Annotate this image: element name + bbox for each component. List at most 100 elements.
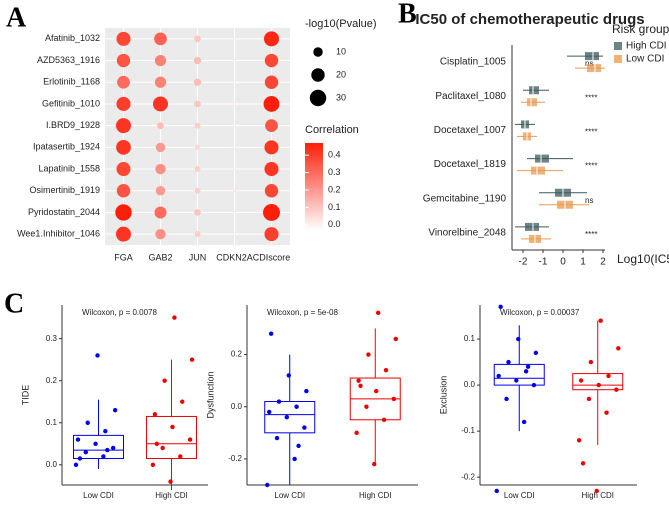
colorbar-step: [305, 182, 323, 185]
colorbar-step: [305, 149, 323, 153]
colorbar-step: [305, 212, 323, 216]
legend-bubble: [309, 89, 327, 107]
bubble: [263, 96, 280, 112]
colorbar-step: [305, 216, 323, 220]
point: [354, 430, 359, 436]
point: [496, 373, 501, 379]
y-tick-label: I.BRD9_1928: [46, 120, 100, 130]
x-tick-label: -1: [539, 257, 548, 268]
colorbar-step: [305, 162, 323, 166]
point: [85, 420, 90, 425]
colorbar-step: [305, 227, 323, 231]
colorbar-step: [305, 184, 323, 187]
colorbar-step: [305, 171, 323, 174]
point: [596, 382, 601, 388]
colorbar-step: [305, 203, 323, 207]
point: [168, 479, 173, 484]
x-tick-label: High CDI: [582, 491, 614, 500]
point: [180, 399, 185, 404]
y-tick-label: Docetaxel_1007: [434, 125, 507, 136]
bubble: [116, 184, 131, 198]
point: [516, 336, 521, 342]
colorbar-step: [305, 186, 323, 190]
colorbar-step: [305, 160, 323, 164]
y-tick-label: Osimertinib_1919: [29, 185, 100, 195]
colorbar-label: 0.0: [328, 219, 341, 229]
chart-title: IC50 of chemotherapeutic drugs: [415, 11, 644, 28]
colorbar-step: [305, 177, 323, 181]
bubble: [116, 226, 131, 242]
point: [172, 315, 177, 320]
bubble: [233, 210, 236, 214]
point: [75, 437, 81, 442]
point: [506, 359, 511, 365]
chart-title: Wilcoxon, p = 0.00037: [500, 308, 580, 317]
x-tick-label: FGA: [114, 252, 133, 262]
bubble: [154, 32, 167, 46]
y-tick-label: 0.0: [464, 380, 476, 389]
bubble: [264, 227, 279, 242]
bubble: [155, 163, 166, 175]
colorbar-step: [305, 201, 323, 205]
y-tick-label: Erlotinib_1168: [43, 77, 100, 87]
bubble: [233, 124, 236, 128]
x-tick-label: 0: [560, 257, 566, 268]
point: [294, 404, 299, 409]
bubble: [117, 75, 130, 89]
point: [533, 350, 539, 356]
point: [531, 382, 537, 388]
point: [292, 456, 297, 462]
point: [178, 454, 183, 459]
legend-title: Risk group: [612, 22, 669, 36]
point: [366, 352, 371, 357]
point: [286, 373, 291, 378]
x-axis-label: Log10(IC50): [617, 252, 669, 266]
point: [302, 425, 307, 430]
chart-title: Wilcoxon, p = 5e-08: [267, 308, 338, 317]
point: [616, 346, 621, 351]
point: [93, 441, 98, 446]
box: [493, 363, 545, 386]
point: [77, 456, 83, 461]
y-tick-label: Gefitinib_1010: [42, 98, 100, 108]
bubble: [193, 78, 202, 86]
point: [296, 443, 301, 449]
bubble: [194, 144, 201, 150]
point: [494, 488, 499, 494]
y-tick-label: Vinorelbine_2048: [428, 228, 506, 239]
point: [103, 428, 108, 434]
colorbar-step: [305, 188, 323, 192]
point: [578, 378, 584, 383]
panel-letter: B: [398, 0, 417, 29]
bubble: [116, 118, 131, 134]
significance: ns: [585, 196, 593, 205]
point: [393, 336, 398, 342]
colorbar-step: [305, 179, 323, 183]
significance: ****: [585, 93, 597, 102]
y-tick-label: -0.2: [461, 472, 475, 481]
colorbar-step: [305, 206, 323, 209]
colorbar-step: [305, 166, 323, 170]
x-tick-label: CDKN2A: [216, 252, 253, 262]
bubble: [233, 102, 236, 106]
y-tick-label: -0.2: [228, 454, 242, 463]
point: [576, 438, 582, 443]
point: [356, 378, 361, 383]
x-tick-label: GAB2: [148, 252, 172, 262]
colorbar-step: [305, 223, 323, 227]
colorbar-step: [305, 197, 323, 201]
y-tick-label: Ipatasertib_1924: [33, 142, 100, 152]
point: [154, 441, 160, 446]
bubble: [264, 140, 279, 155]
x-tick-label: 2: [600, 257, 606, 268]
bubble: [155, 142, 166, 153]
point: [73, 462, 79, 468]
y-tick-label: Lapatinib_1558: [38, 163, 100, 173]
significance: ****: [585, 162, 597, 171]
point: [187, 437, 193, 442]
y-tick-label: 0.0: [231, 402, 243, 411]
bubble: [115, 204, 132, 221]
point: [374, 388, 379, 394]
y-tick-label: Cisplatin_1005: [440, 57, 507, 68]
